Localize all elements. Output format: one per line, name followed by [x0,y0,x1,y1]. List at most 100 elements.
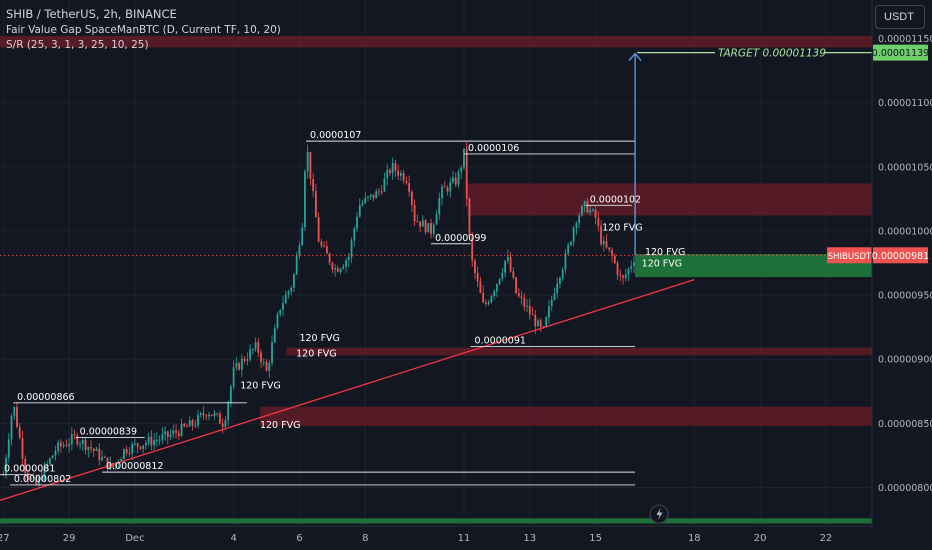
candle-body [312,179,315,192]
last-price-tag [873,247,928,264]
time-tick-label: 13 [523,533,536,544]
candle-body [164,431,166,435]
candle-body [123,449,125,459]
candle-body [633,262,635,266]
price-axis[interactable]: 0.00001150 0.00001100 0.00001050 0.00001000… [878,34,932,494]
candle-body [177,432,180,437]
candle-body [186,426,188,428]
candle-body [597,217,600,226]
candle-body [125,449,128,454]
candle-body [465,148,468,199]
candle-body [586,201,589,213]
supply-zone [286,347,872,356]
candle-body [347,257,350,261]
candle-body [24,458,27,474]
candle-body [32,476,35,478]
candle-body [166,431,169,437]
candle-body [394,162,397,171]
candle-body [356,216,358,229]
candle-body [328,253,331,263]
candle-body [68,443,71,446]
candle-body [570,241,572,245]
candle-body [410,191,413,205]
indicator-sr-label[interactable]: S/R (25, 3, 1, 3, 25, 10, 25) [6,39,149,51]
zoom-button[interactable] [649,504,669,524]
candle-body [158,439,161,441]
candle-body [268,362,271,371]
target-price-label: 0.00001139 [872,48,929,59]
sr-level-label: 0.0000102 [590,194,641,205]
candle-body [49,458,51,464]
target-label: TARGET 0.00001139 [718,48,826,60]
candle-body [95,448,98,451]
lightning-icon [656,508,663,520]
time-tick-label: 18 [688,533,701,544]
candle-body [304,171,306,228]
fvg-label: 120 FVG [645,247,685,258]
candle-body [342,266,345,269]
candle-body [238,363,241,370]
candle-body [260,352,262,363]
candle-body [180,423,183,437]
candle-body [413,204,416,222]
target-arrow-head [628,52,642,62]
trendline [0,279,695,501]
sr-level-label: 0.00000812 [106,461,163,472]
candle-body [468,198,471,237]
candle-body [76,435,79,445]
candle-body [386,169,389,179]
candle-body [90,447,92,449]
candle-body [476,272,479,282]
candle-body [7,439,10,458]
candle-body [169,434,172,437]
symbol-tag [827,247,872,264]
candle-body [402,173,405,181]
candle-body [602,240,605,245]
candle-body [120,458,123,462]
candle-body [474,260,476,273]
sr-level-label: 0.0000081 [4,464,55,475]
candle-body [378,191,380,193]
time-axis[interactable]: 27 29 Dec 4 6 8 11 13 15 18 20 22 [0,533,832,544]
candle-body [229,386,232,403]
candle-body [106,457,109,469]
candle-body [73,434,76,436]
candle-body [240,358,243,370]
candle-body [183,423,186,427]
candle-body [295,255,298,275]
demand-zone [0,518,872,524]
candle-body [427,223,430,233]
candle-body [257,342,260,353]
candle-body [627,268,630,275]
sr-level-label: 0.00000866 [17,392,74,403]
candle-body [128,453,131,455]
sr-level-label: 0.00000802 [14,474,71,485]
fvg-label: 120 FVG [299,333,339,344]
indicator-fvg-label[interactable]: Fair Value Gap SpaceManBTC (D, Current T… [6,24,281,36]
candle-body [309,151,312,180]
sr-level-label: 0.00000839 [80,426,137,437]
candle-body [265,362,268,371]
candle-body [243,358,246,361]
candle-body [567,244,570,254]
time-tick-label: Dec [125,533,144,544]
fvg-label: 120 FVG [260,420,300,431]
candle-body [526,305,528,307]
candle-body [62,445,65,447]
candle-body [139,446,142,449]
currency-button[interactable]: USDT [875,5,925,29]
candle-body [306,151,309,172]
candle-body [367,196,369,198]
candle-body [564,253,567,270]
candle-body [70,434,73,444]
candle-body [153,440,156,446]
candle-body [331,262,334,270]
candle-body [548,306,550,318]
candle-body [622,275,624,278]
candle-body [613,255,616,263]
candle-body [534,314,537,327]
candle-body [559,278,561,284]
price-tick-label: 0.00001100 [878,98,932,109]
time-tick-label: 22 [820,533,833,544]
